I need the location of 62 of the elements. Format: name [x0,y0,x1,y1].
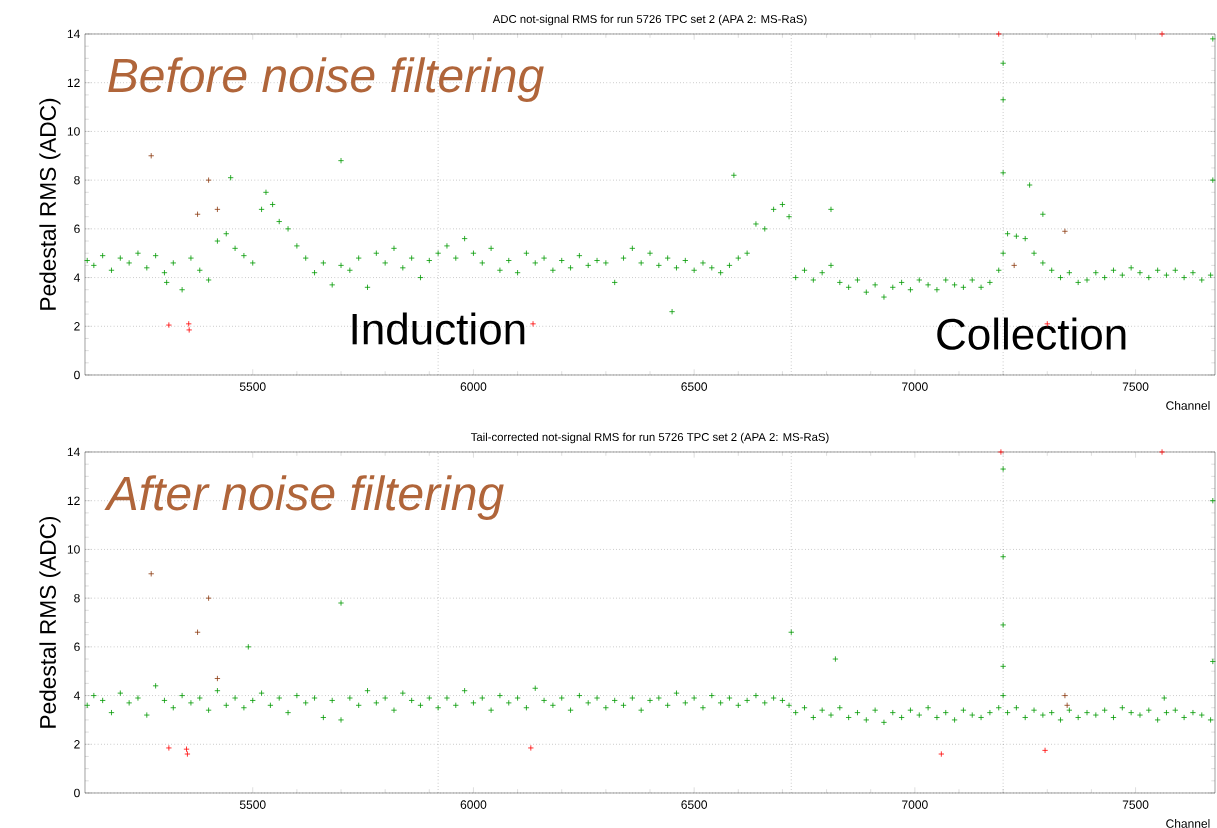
point [186,326,193,333]
point [529,320,537,327]
point [214,675,221,682]
point [1064,702,1071,709]
x-tick-label: 6500 [681,800,708,809]
y-axis-title: Pedestal RMS (ADC) [39,516,61,728]
point [1061,228,1068,235]
x-tick-label: 7500 [1122,382,1149,391]
point [194,211,201,218]
chart-title: ADC not-signal RMS for run 5726 TPC set 2 (APA 2: MS-RaS) [492,14,807,26]
point [165,322,172,329]
point [1158,448,1166,456]
x-tick-label: 6000 [460,382,487,391]
point [995,30,1002,38]
annotation: Collection [937,317,1126,350]
y-tick-label: 10 [67,545,80,554]
x-tick-label: 6000 [460,800,487,809]
point [165,744,172,752]
x-tick-label: 7000 [902,800,928,809]
annotation: After noise filtering [104,475,504,520]
point [1158,30,1166,38]
y-tick-label: 14 [67,447,80,457]
point [185,320,192,327]
y-tick-label: 0 [74,370,80,380]
point [1042,747,1049,754]
annotation: Before noise filtering [108,57,544,102]
point [214,206,221,213]
y-tick-label: 6 [74,224,80,234]
y-tick-label: 10 [67,127,80,136]
point [183,746,190,753]
y-axis-title: Pedestal RMS (ADC) [39,98,61,310]
y-tick-label: 4 [73,691,80,700]
y-tick-label: 12 [67,496,80,505]
y-tick-label: 14 [67,29,80,39]
y-tick-label: 0 [74,788,80,798]
x-axis-title: Channel [1166,401,1210,410]
annotation: Induction [352,312,525,345]
y-tick-label: 4 [73,273,80,282]
point [184,750,191,758]
y-tick-label: 8 [74,175,80,185]
point [205,595,212,602]
y-tick-label: 2 [74,322,80,331]
x-tick-label: 7500 [1122,800,1149,809]
chart-title: Tail-corrected not-signal RMS for run 5726 TPC set 2 (APA 2: MS-RaS) [470,432,829,444]
y-tick-label: 2 [74,740,80,749]
point [527,744,534,752]
x-tick-label: 7000 [902,382,928,391]
y-tick-label: 12 [67,78,80,87]
y-tick-label: 6 [74,642,80,652]
x-tick-label: 6500 [681,382,708,391]
point [194,629,201,636]
point [938,750,945,758]
x-tick-label: 5500 [239,800,266,809]
point [1061,692,1068,699]
point [148,152,155,159]
point [205,177,212,184]
x-axis-title: Channel [1166,819,1210,828]
point [148,570,155,577]
y-tick-label: 8 [74,593,80,603]
point [997,448,1004,456]
point [1011,262,1018,269]
x-tick-label: 5500 [239,382,266,391]
